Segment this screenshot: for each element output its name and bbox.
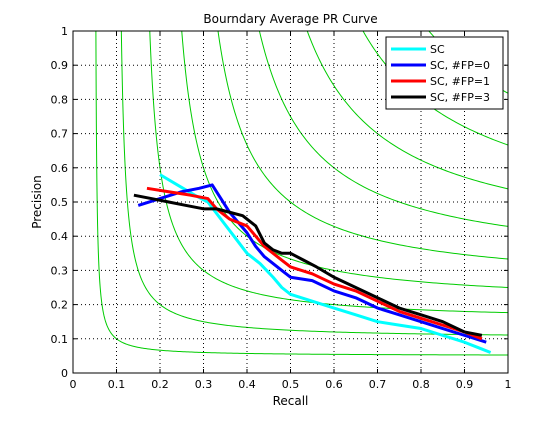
x-tick-label: 0.1	[108, 378, 126, 391]
y-tick-label: 0.2	[51, 299, 69, 312]
x-tick-label: 0.4	[238, 378, 256, 391]
ticks: 0 0.1 0.2 0.3 0.4 0.5 0.6 0.7 0.8 0.9 1 0 0.1 0.2 0.3 0…	[51, 25, 512, 391]
legend-label-3: SC, #FP=1	[430, 75, 490, 88]
y-tick-label: 0.9	[51, 59, 69, 72]
y-tick-label: 1	[61, 25, 68, 38]
iso-f-contour-3	[149, 31, 508, 314]
x-tick-label: 0.3	[195, 378, 213, 391]
y-tick-label: 0.3	[51, 264, 69, 277]
x-tick-label: 0	[70, 378, 77, 391]
y-tick-label: 0.5	[51, 196, 69, 209]
legend: SC SC, #FP=0 SC, #FP=1 SC, #FP=3	[385, 36, 504, 110]
y-tick-label: 0.4	[51, 230, 69, 243]
y-tick-label: 0.1	[51, 333, 69, 346]
iso-f-contour-9	[428, 31, 508, 94]
legend-label-2: SC, #FP=0	[430, 59, 490, 72]
iso-f-contour-4	[181, 31, 508, 288]
iso-f-contour-7	[306, 31, 508, 190]
x-tick-label: 0.2	[151, 378, 169, 391]
x-tick-label: 0.5	[282, 378, 300, 391]
iso-f-contour-6	[258, 31, 508, 227]
y-axis-label: Precision	[30, 175, 44, 229]
chart-title: Bourndary Average PR Curve	[203, 12, 377, 26]
x-tick-label: 0.8	[412, 378, 430, 391]
series-line-2	[137, 183, 487, 344]
legend-label-4: SC, #FP=3	[430, 91, 490, 104]
y-tick-label: 0.6	[51, 162, 69, 175]
y-tick-label: 0	[61, 367, 68, 380]
x-axis-label: Recall	[273, 394, 309, 408]
iso-f-contour-1	[95, 31, 508, 356]
iso-f-contour-5	[217, 31, 508, 260]
x-tick-label: 0.9	[456, 378, 474, 391]
x-tick-label: 0.7	[369, 378, 387, 391]
iso-f-contour-2	[120, 31, 508, 336]
series-line-4	[133, 193, 483, 337]
legend-label-1: SC	[430, 43, 445, 56]
series-line-3	[146, 186, 483, 341]
x-tick-label: 0.6	[325, 378, 343, 391]
series-lines	[133, 173, 492, 354]
x-tick-label: 1	[505, 378, 512, 391]
y-tick-label: 0.8	[51, 93, 69, 106]
y-tick-label: 0.7	[51, 128, 69, 141]
